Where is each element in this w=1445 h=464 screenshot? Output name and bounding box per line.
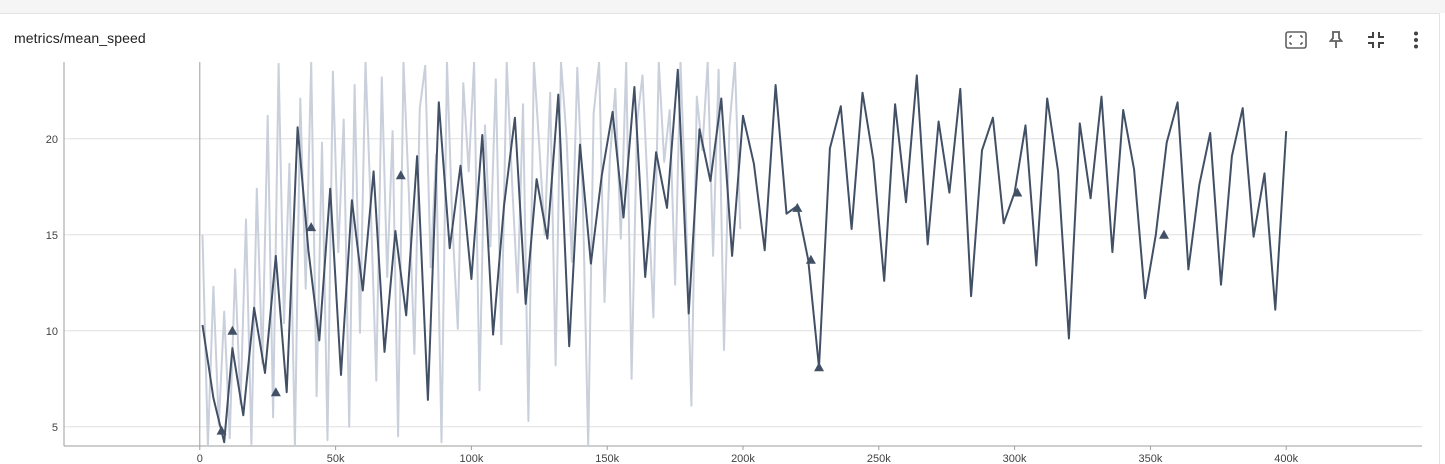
series-marker [792, 202, 803, 212]
series-marker [1012, 187, 1023, 197]
fit-domain-icon [1285, 31, 1307, 49]
collapse-button[interactable] [1359, 26, 1393, 54]
pin-icon [1329, 31, 1343, 49]
pin-button[interactable] [1319, 26, 1353, 54]
series-marker [227, 325, 238, 335]
card-title: metrics/mean_speed [14, 30, 146, 46]
top-strip [0, 0, 1445, 13]
smoothed-series-line [201, 68, 1288, 444]
card-toolbar [1279, 26, 1433, 54]
y-tick-label: 10 [46, 326, 58, 338]
more-vert-icon [1413, 31, 1419, 49]
fit-domain-button[interactable] [1279, 26, 1313, 54]
x-tick-label: 50k [327, 453, 345, 464]
x-tick-label: 150k [595, 453, 619, 464]
grid-lines [64, 138, 1422, 428]
x-tick-label: 0 [197, 453, 203, 464]
x-tick-label: 200k [731, 453, 755, 464]
y-tick-label: 20 [46, 134, 58, 146]
y-tick-label: 5 [52, 422, 58, 434]
series-marker [395, 170, 406, 180]
x-tick-label: 300k [1003, 453, 1027, 464]
x-tick-label: 350k [1138, 453, 1162, 464]
more-options-button[interactable] [1399, 26, 1433, 54]
series-marker [306, 222, 317, 232]
series-marker [216, 425, 227, 435]
series-markers [216, 170, 1169, 435]
y-tick-label: 15 [46, 230, 58, 242]
collapse-icon [1367, 31, 1385, 49]
smoothed-series [201, 68, 1288, 444]
series-marker [270, 387, 281, 397]
series-marker [805, 254, 816, 264]
axes [63, 62, 1422, 450]
x-axis-ticks: 0 50k 100k 150k 200k 250k 300k 350k 400k [197, 453, 1299, 464]
x-tick-label: 400k [1274, 453, 1298, 464]
raw-series [201, 62, 742, 446]
x-tick-label: 250k [867, 453, 891, 464]
series-marker [1158, 229, 1169, 239]
series-marker [814, 362, 825, 372]
raw-series-line [201, 62, 742, 446]
y-axis-ticks: 5 10 15 20 [46, 134, 58, 434]
x-tick-label: 100k [459, 453, 483, 464]
